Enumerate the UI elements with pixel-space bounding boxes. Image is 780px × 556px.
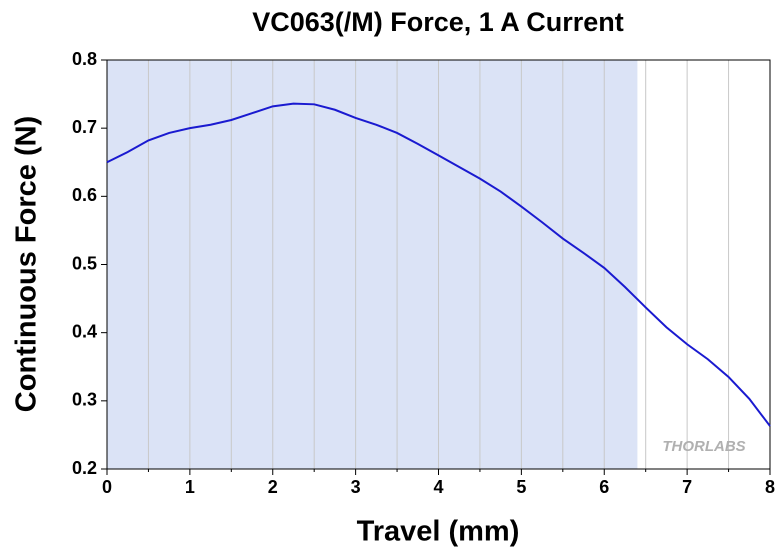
x-tick-label: 8	[765, 477, 775, 497]
watermark: THORLABS	[662, 438, 745, 455]
x-tick-label: 3	[351, 477, 361, 497]
x-axis-label: Travel (mm)	[357, 516, 520, 548]
x-tick-label: 5	[516, 477, 526, 497]
x-tick-label: 6	[599, 477, 609, 497]
y-tick-label: 0.2	[72, 458, 97, 478]
x-tick-label: 2	[268, 477, 278, 497]
y-axis-label: Continuous Force (N)	[11, 116, 43, 412]
y-tick-label: 0.8	[72, 49, 97, 69]
shaded-region	[107, 60, 638, 469]
x-tick-label: 0	[102, 477, 112, 497]
y-tick-label: 0.4	[72, 321, 97, 341]
y-tick-label: 0.7	[72, 117, 97, 137]
x-tick-label: 1	[185, 477, 195, 497]
x-tick-label: 4	[433, 477, 443, 497]
y-tick-label: 0.5	[72, 253, 97, 273]
data-line	[106, 102, 771, 427]
chart-title: VC063(/M) Force, 1 A Current	[252, 7, 624, 37]
y-tick-label: 0.3	[72, 390, 97, 410]
x-tick-label: 7	[682, 477, 692, 497]
y-tick-label: 0.6	[72, 185, 97, 205]
